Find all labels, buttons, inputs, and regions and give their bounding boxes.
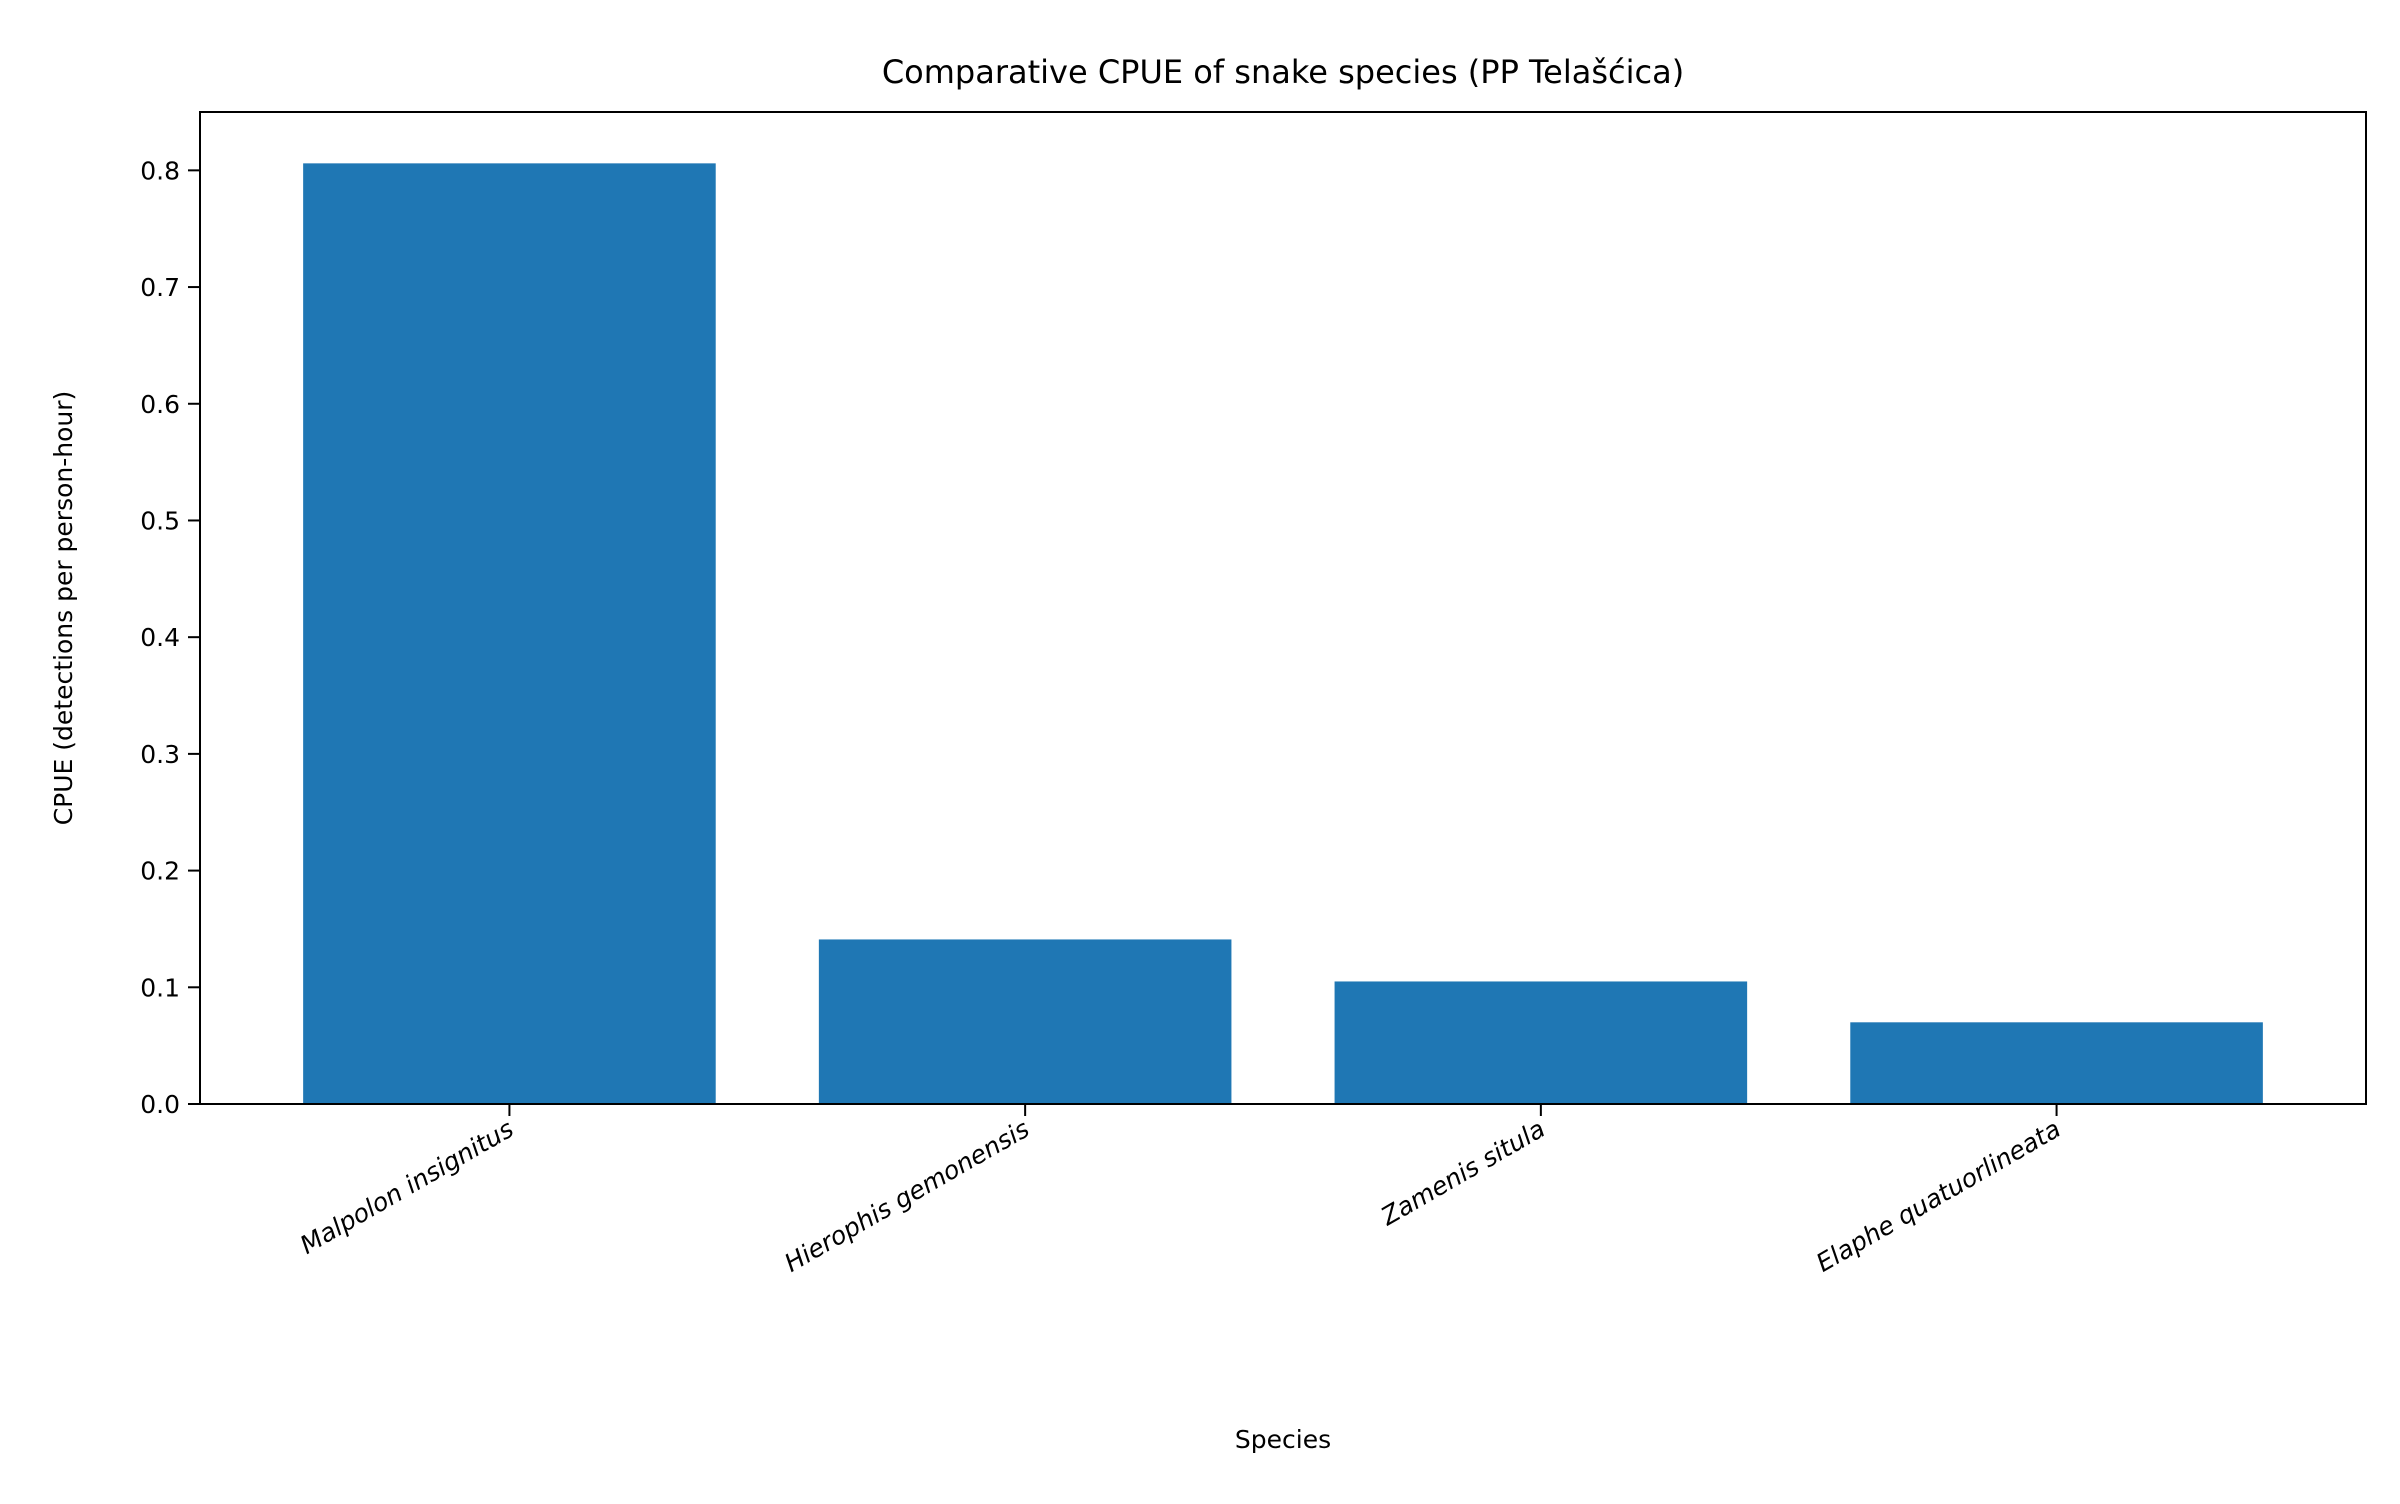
- x-tick-label: Hierophis gemonensis: [779, 1114, 1034, 1278]
- y-tick-label: 0.8: [140, 156, 180, 185]
- y-tick-label: 0.2: [140, 857, 180, 886]
- y-tick-label: 0.4: [140, 623, 180, 652]
- y-axis-label: CPUE (detections per person-hour): [49, 391, 78, 826]
- x-axis-label: Species: [1235, 1425, 1331, 1454]
- plot-frame: [199, 111, 2367, 1105]
- y-tick-label: 0.0: [140, 1090, 180, 1119]
- x-tick-label: Elaphe quatuorlineata: [1811, 1114, 2065, 1278]
- y-tick-label: 0.5: [140, 506, 180, 535]
- bar: [1850, 1022, 2263, 1104]
- y-tick-label: 0.7: [140, 273, 180, 302]
- bar: [818, 939, 1232, 1104]
- bar: [303, 163, 716, 1104]
- x-tick-label: Malpolon insignitus: [295, 1114, 518, 1260]
- x-tick-label: Zamenis situla: [1375, 1114, 1550, 1232]
- bar: [1334, 981, 1748, 1104]
- y-tick-label: 0.6: [140, 390, 180, 419]
- chart-title: Comparative CPUE of snake species (PP Te…: [882, 53, 1684, 91]
- y-tick-label: 0.1: [140, 973, 180, 1002]
- y-tick-label: 0.3: [140, 740, 180, 769]
